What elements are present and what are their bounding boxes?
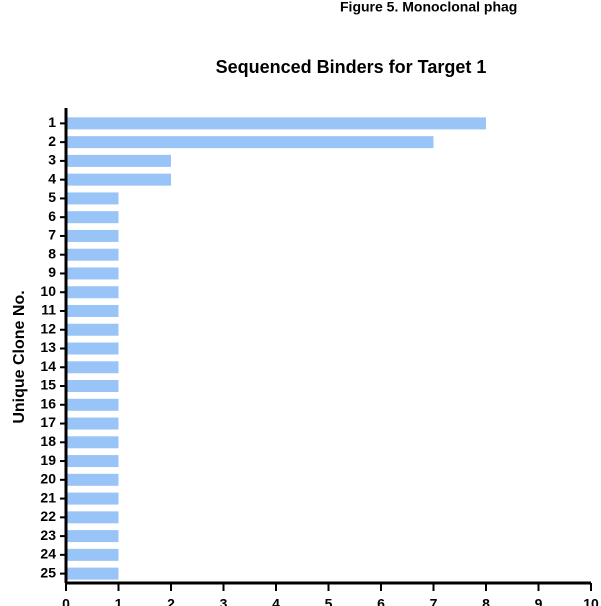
bar: [66, 192, 119, 205]
x-tick-label: 4: [272, 596, 280, 606]
y-tick-label: 1: [48, 114, 56, 130]
y-tick-label: 9: [48, 264, 56, 280]
bar: [66, 323, 119, 336]
x-tick-label: 5: [325, 596, 333, 606]
y-tick-label: 8: [48, 245, 56, 261]
bar: [66, 492, 119, 505]
bar: [66, 286, 119, 299]
y-tick-label: 2: [48, 133, 56, 149]
y-tick-label: 13: [40, 339, 56, 355]
y-tick-label: 17: [40, 414, 56, 430]
x-tick-label: 1: [115, 596, 123, 606]
bar: [66, 117, 486, 130]
x-tick-label: 10: [583, 596, 599, 606]
x-tick-label: 3: [220, 596, 228, 606]
bar: [66, 436, 119, 449]
y-tick-label: 23: [40, 527, 56, 543]
y-tick-label: 21: [40, 489, 56, 505]
y-tick-label: 10: [40, 283, 56, 299]
x-tick-label: 6: [377, 596, 385, 606]
bar: [66, 136, 434, 149]
x-tick-label: 9: [535, 596, 543, 606]
y-axis-label: Unique Clone No.: [11, 290, 28, 423]
y-tick-label: 19: [40, 452, 56, 468]
bar: [66, 304, 119, 317]
bar: [66, 380, 119, 393]
y-tick-label: 6: [48, 208, 56, 224]
y-tick-label: 18: [40, 433, 56, 449]
x-tick-label: 8: [482, 596, 490, 606]
bar: [66, 473, 119, 486]
bar: [66, 211, 119, 224]
bar: [66, 342, 119, 355]
chart-title: Sequenced Binders for Target 1: [216, 57, 487, 77]
bar: [66, 567, 119, 580]
x-tick-label: 7: [430, 596, 438, 606]
y-tick-label: 12: [40, 320, 56, 336]
bar: [66, 248, 119, 261]
bar: [66, 398, 119, 411]
y-tick-label: 22: [40, 508, 56, 524]
y-tick-label: 7: [48, 227, 56, 243]
y-tick-label: 4: [48, 170, 56, 186]
y-tick-label: 5: [48, 189, 56, 205]
bar: [66, 361, 119, 374]
y-tick-label: 24: [40, 546, 56, 562]
y-tick-label: 20: [40, 471, 56, 487]
y-tick-label: 16: [40, 395, 56, 411]
bar: [66, 417, 119, 430]
y-tick-label: 25: [40, 564, 56, 580]
bar: [66, 511, 119, 524]
y-tick-label: 14: [40, 358, 56, 374]
bar: [66, 173, 171, 186]
figure-caption: Figure 5. Monoclonal phag: [340, 0, 517, 15]
bar: [66, 229, 119, 242]
y-tick-label: 3: [48, 152, 56, 168]
bar: [66, 267, 119, 280]
bar: [66, 455, 119, 468]
x-tick-label: 2: [167, 596, 175, 606]
y-tick-label: 11: [41, 302, 56, 318]
x-tick-label: 0: [62, 596, 70, 606]
bar: [66, 548, 119, 561]
y-tick-label: 15: [40, 377, 56, 393]
bar: [66, 154, 171, 167]
bar: [66, 530, 119, 543]
